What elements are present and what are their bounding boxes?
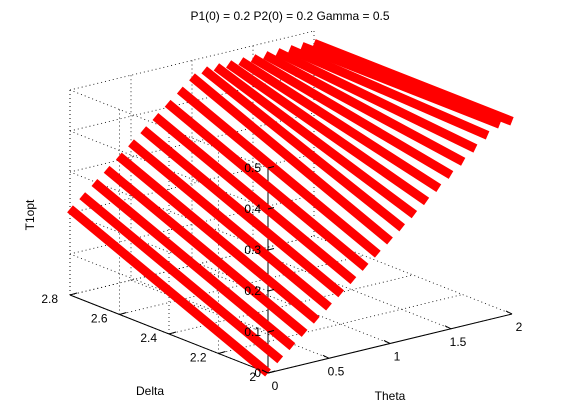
y-tick-mark xyxy=(119,312,127,315)
gridline-z-back xyxy=(69,153,315,214)
x-tick-label: 2 xyxy=(516,320,523,334)
data-line-14 xyxy=(238,57,442,192)
data-line-7 xyxy=(152,113,357,285)
data-line-4 xyxy=(115,152,320,324)
data-line-18 xyxy=(287,45,490,140)
data-line-5 xyxy=(128,139,332,311)
data-line-8 xyxy=(164,99,369,271)
z-tick-mark xyxy=(267,166,275,169)
x-tick-mark xyxy=(444,325,452,330)
data-line-10 xyxy=(189,73,393,245)
x-tick-mark xyxy=(261,369,269,374)
z-tick-label: 0.2 xyxy=(244,284,261,298)
data-line-1 xyxy=(79,192,284,364)
data-line-2 xyxy=(91,179,296,351)
chart-title: P1(0) = 0.2 P2(0) = 0.2 Gamma = 0.5 xyxy=(190,9,389,23)
z-tick-label: 0.3 xyxy=(244,243,261,257)
x-tick-label: 1.5 xyxy=(450,335,467,349)
data-line-0 xyxy=(67,205,271,377)
data-line-19 xyxy=(300,42,502,129)
y-tick-label: 2.4 xyxy=(140,331,157,345)
z-tick-label: 0.1 xyxy=(244,325,261,339)
data-line-11 xyxy=(201,66,406,232)
x-tick-label: 0.5 xyxy=(328,364,345,378)
data-lines xyxy=(67,39,514,377)
data-line-6 xyxy=(140,126,345,298)
y-tick-label: 2.8 xyxy=(41,292,58,306)
data-line-13 xyxy=(226,60,430,206)
x-tick-mark xyxy=(505,310,513,315)
x-tick-mark xyxy=(322,354,330,359)
x-tick-mark xyxy=(383,340,391,344)
y-tick-mark xyxy=(218,351,226,354)
y-tick-mark xyxy=(267,370,276,374)
data-line-12 xyxy=(213,63,418,219)
y-tick-mark xyxy=(69,292,78,296)
y-tick-mark xyxy=(168,331,177,335)
data-line-15 xyxy=(250,54,454,179)
data-line-20 xyxy=(312,39,514,126)
x-tick-label: 1 xyxy=(394,350,401,364)
y-axis-label: Delta xyxy=(136,384,164,398)
data-line-16 xyxy=(263,51,466,166)
z-tick-label: 0.4 xyxy=(244,202,261,216)
data-line-9 xyxy=(176,86,381,258)
z-tick-mark xyxy=(267,289,275,292)
z-tick-mark xyxy=(267,248,275,251)
x-axis-label: Theta xyxy=(375,389,406,403)
y-tick-label: 2 xyxy=(249,370,256,384)
z-tick-mark xyxy=(267,207,275,210)
z-tick-mark xyxy=(267,330,275,333)
z-tick-label: 0 xyxy=(254,366,261,380)
axis-ticks: 0 0.1 0.2 0.3 0.4 0.5 2 2.2 2.4 2.6 2.8 0 0.5 1 1.5 2 xyxy=(41,161,522,393)
data-line-17 xyxy=(275,48,478,153)
y-tick-label: 2.2 xyxy=(190,351,207,365)
z-axis-label: T1opt xyxy=(23,199,37,230)
data-line-3 xyxy=(103,165,308,337)
y-tick-label: 2.6 xyxy=(91,312,108,326)
x-tick-label: 0 xyxy=(272,379,279,393)
z-tick-label: 0.5 xyxy=(244,161,261,175)
